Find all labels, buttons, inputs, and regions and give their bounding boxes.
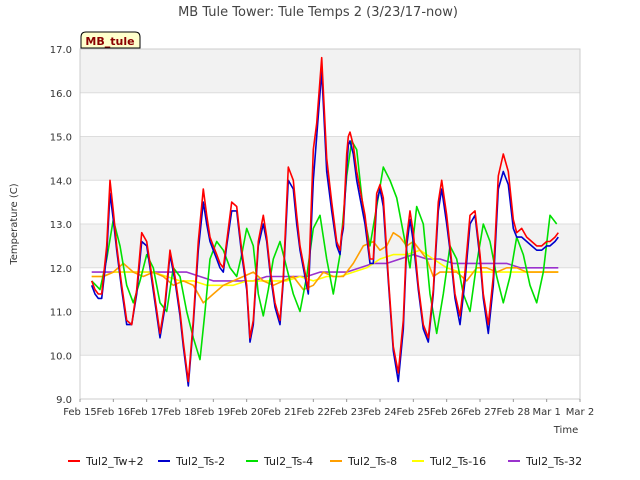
y-axis-label: Temperature (C) [9, 183, 20, 265]
y-tick-label: 10.0 [50, 351, 72, 362]
site-badge-label: MB_tule [85, 35, 134, 48]
y-tick-label: 9.0 [56, 395, 72, 406]
series-line-tul2-ts-2 [90, 70, 559, 387]
y-tick-label: 17.0 [50, 45, 72, 56]
x-tick-label: Feb 15 [63, 407, 97, 418]
x-axis-ticks: Feb 15 Feb 16 Feb 17 Feb 18 Feb 19 Feb 20 Feb … [63, 399, 594, 418]
x-tick-label: Feb 26 [430, 407, 464, 418]
y-tick-label: 14.0 [50, 176, 72, 187]
plot-bands [80, 49, 580, 356]
y-tick-label: 11.0 [50, 308, 72, 319]
legend-label: Tul2_Ts-4 [263, 455, 313, 468]
series-lines [90, 56, 559, 387]
x-tick-label: Feb 24 [363, 407, 397, 418]
y-axis-ticks: 9.0 10.0 11.0 12.0 13.0 14.0 15.0 16.0 17.0 [50, 45, 72, 406]
x-tick-label: Feb 25 [397, 407, 431, 418]
x-tick-label: Feb 21 [263, 407, 297, 418]
plot-band [80, 224, 580, 268]
x-tick-label: Feb 18 [163, 407, 197, 418]
plot-band [80, 136, 580, 181]
legend-label: Tul2_Tw+2 [85, 455, 144, 468]
x-tick-label: Mar 2 [566, 407, 594, 418]
series-line-tul2-ts-32 [91, 253, 559, 282]
x-tick-label: Feb 22 [297, 407, 331, 418]
legend-label: Tul2_Ts-8 [347, 455, 397, 468]
plot-band [80, 311, 580, 356]
chart-title: MB Tule Tower: Tule Temps 2 (3/23/17-now… [178, 5, 458, 20]
x-tick-label: Feb 28 [497, 407, 531, 418]
x-tick-label: Feb 20 [230, 407, 264, 418]
legend-label: Tul2_Ts-2 [175, 455, 225, 468]
legend: Tul2_Tw+2 Tul2_Ts-2 Tul2_Ts-4 Tul2_Ts-8 Tul2… [68, 455, 582, 468]
plot-frame [79, 48, 581, 400]
legend-label: Tul2_Ts-32 [525, 455, 582, 468]
series-line-tul2-tw-2 [90, 56, 559, 383]
x-tick-label: Feb 16 [97, 407, 131, 418]
x-tick-label: Feb 27 [463, 407, 497, 418]
x-tick-label: Feb 19 [197, 407, 231, 418]
x-tick-label: Feb 23 [330, 407, 364, 418]
y-tick-label: 13.0 [50, 220, 72, 231]
x-tick-label: Mar 1 [532, 407, 560, 418]
legend-label: Tul2_Ts-16 [429, 455, 486, 468]
y-tick-label: 15.0 [50, 133, 72, 144]
y-tick-label: 16.0 [50, 89, 72, 100]
y-tick-label: 12.0 [50, 264, 72, 275]
x-tick-label: Feb 17 [130, 407, 164, 418]
site-badge: MB_tule [80, 31, 141, 49]
plot-band [80, 49, 580, 93]
x-axis-label: Time [553, 425, 578, 436]
